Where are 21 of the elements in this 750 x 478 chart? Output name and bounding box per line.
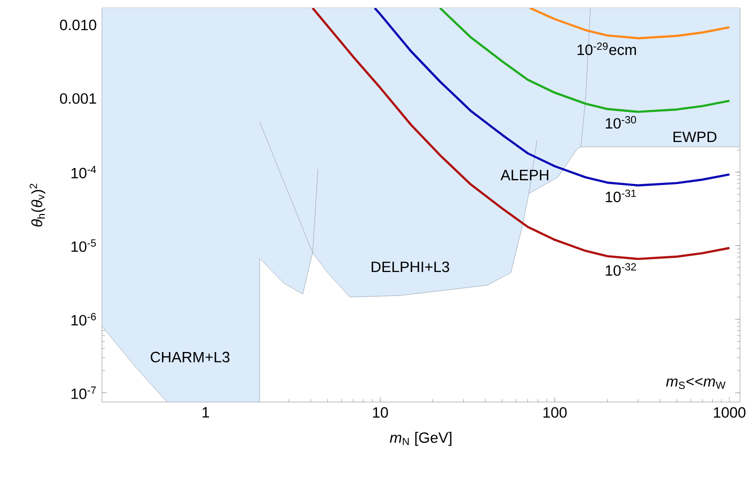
y-tick-label: 0.001 bbox=[60, 93, 96, 104]
series-label: 10$^{-32}$ bbox=[606, 263, 636, 276]
annotation: ALEPH bbox=[500, 170, 548, 180]
y-tick-label: 10$^{-5}$ bbox=[72, 239, 96, 252]
series-label: 10$^{-29}$ecm bbox=[578, 42, 636, 56]
y-tick-label: 0.010 bbox=[60, 20, 96, 30]
series-label: 10$^{-31}$ bbox=[606, 190, 636, 202]
x-tick-label: 1000 bbox=[714, 407, 746, 418]
annotation: m$_{S}$<<m$_{W}$ bbox=[666, 378, 726, 389]
annotation: CHARM+L3 bbox=[150, 352, 230, 362]
series-label: 10$^{-30}$ bbox=[606, 116, 636, 129]
y-tick-label: 10$^{-7}$ bbox=[72, 386, 96, 400]
y-axis-title: θ$_{h}$(θ$_{v}$)$^{2}$ bbox=[30, 184, 46, 227]
y-tick-label: 10$^{-6}$ bbox=[72, 312, 96, 326]
y-tick-label: 10$^{-4}$ bbox=[72, 166, 96, 178]
x-tick-label: 10 bbox=[373, 407, 388, 418]
x-tick-label: 100 bbox=[543, 407, 567, 418]
annotation: DELPHI+L3 bbox=[372, 262, 450, 272]
x-axis-title: m$_{N}$ [GeV] bbox=[390, 432, 452, 446]
x-tick-label: 1 bbox=[202, 407, 210, 418]
annotation: EWPD bbox=[674, 132, 716, 142]
